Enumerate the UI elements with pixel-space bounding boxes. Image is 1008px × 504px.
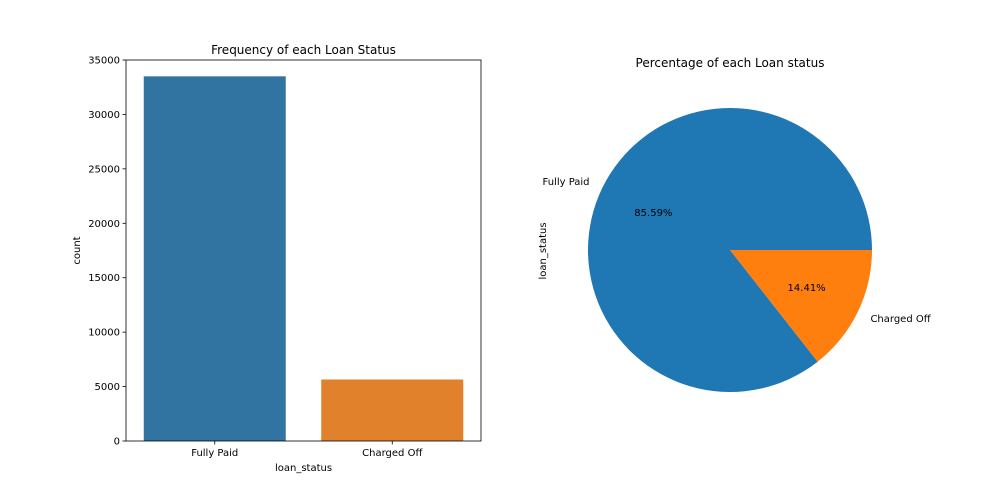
y-tick-label: 5000 (95, 382, 120, 393)
bar-chart: Frequency of each Loan Status 0 5000 10000… (72, 43, 482, 474)
bar-x-axis-label: loan_status (275, 463, 332, 474)
bar-x-ticks: Fully Paid Charged Off (191, 441, 423, 459)
bar-charged-off (321, 379, 464, 441)
pie-chart-title: Percentage of each Loan status (636, 56, 825, 70)
pie-chart: Percentage of each Loan status loan_stat… (538, 56, 932, 393)
bar-chart-title: Frequency of each Loan Status (211, 43, 396, 57)
pie-labels: Fully Paid 85.59% Charged Off 14.41% (543, 177, 932, 325)
pie-category-label: Fully Paid (543, 177, 590, 188)
bar-marks (143, 76, 464, 441)
y-tick-label: 25000 (88, 164, 120, 175)
y-tick-label: 10000 (88, 328, 120, 339)
bar-y-axis-label: count (72, 236, 83, 264)
pie-slice-charged-off (730, 250, 872, 362)
y-tick-label: 30000 (88, 110, 120, 121)
y-tick-label: 15000 (88, 273, 120, 284)
x-tick-label: Fully Paid (191, 448, 238, 459)
x-tick-label: Charged Off (362, 448, 423, 459)
pie-slices (588, 107, 873, 393)
pie-y-axis-label: loan_status (538, 222, 549, 279)
pie-category-label: Charged Off (870, 314, 931, 325)
bar-y-ticks: 0 5000 10000 15000 20000 25000 30000 35000 (88, 56, 126, 448)
y-tick-label: 0 (114, 437, 120, 448)
y-tick-label: 35000 (88, 56, 120, 67)
bar-axes-frame (125, 59, 482, 442)
y-tick-label: 20000 (88, 219, 120, 230)
bar-fully-paid (143, 76, 286, 441)
pie-percent-label: 85.59% (634, 208, 672, 219)
pie-percent-label: 14.41% (788, 283, 826, 294)
